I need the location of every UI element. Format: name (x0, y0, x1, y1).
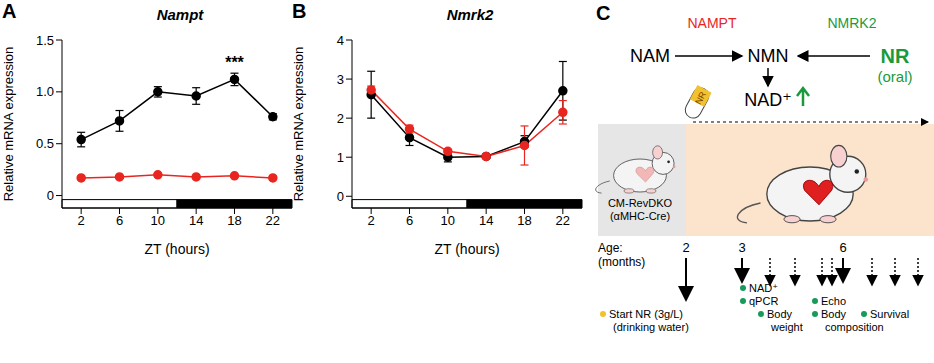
svg-text:***: *** (225, 54, 244, 71)
svg-text:CM-RevDKO: CM-RevDKO (608, 197, 673, 209)
svg-text:6: 6 (839, 240, 846, 255)
svg-text:6: 6 (406, 213, 413, 228)
svg-text:Age:: Age: (598, 241, 623, 255)
svg-text:18: 18 (227, 213, 241, 228)
svg-text:ZT (hours): ZT (hours) (434, 241, 499, 257)
svg-text:(months): (months) (598, 255, 645, 269)
svg-text:4: 4 (337, 33, 344, 48)
svg-text:NAD⁺: NAD⁺ (749, 282, 778, 294)
svg-text:2: 2 (78, 213, 85, 228)
svg-text:18: 18 (517, 213, 531, 228)
svg-text:Survival: Survival (870, 308, 909, 320)
html-text:B: B (292, 0, 307, 22)
svg-text:14: 14 (479, 213, 493, 228)
svg-text:Body: Body (767, 308, 793, 320)
svg-text:Relative mRNA expression: Relative mRNA expression (291, 47, 306, 202)
svg-text:1.0: 1.0 (36, 84, 54, 99)
svg-text:Echo: Echo (821, 295, 846, 307)
svg-text:3: 3 (337, 72, 344, 87)
svg-text:ZT (hours): ZT (hours) (144, 241, 209, 257)
svg-text:NMN: NMN (748, 46, 789, 66)
svg-text:2: 2 (368, 213, 375, 228)
svg-text:10: 10 (151, 213, 165, 228)
svg-text:(oral): (oral) (877, 68, 912, 85)
svg-text:1.5: 1.5 (36, 33, 54, 48)
svg-text:3: 3 (738, 240, 745, 255)
svg-text:NR: NR (693, 90, 708, 107)
svg-text:NMRK2: NMRK2 (827, 15, 876, 31)
svg-text:6: 6 (116, 213, 123, 228)
svg-text:0: 0 (47, 188, 54, 203)
svg-text:NAM: NAM (630, 46, 670, 66)
html-text:Nampt: Nampt (156, 6, 204, 23)
svg-text:2: 2 (682, 240, 689, 255)
svg-text:NAMPT: NAMPT (688, 15, 737, 31)
svg-text:Relative mRNA expression: Relative mRNA expression (1, 47, 16, 202)
svg-text:22: 22 (556, 213, 570, 228)
svg-text:C: C (596, 2, 610, 24)
svg-text:22: 22 (266, 213, 280, 228)
svg-text:10: 10 (441, 213, 455, 228)
svg-text:2: 2 (337, 111, 344, 126)
svg-text:Start NR (3g/L): Start NR (3g/L) (609, 308, 683, 320)
svg-text:0.5: 0.5 (36, 136, 54, 151)
svg-text:qPCR: qPCR (749, 295, 778, 307)
html-text:Nmrk2: Nmrk2 (446, 6, 494, 23)
svg-text:(drinking water): (drinking water) (613, 321, 689, 333)
html-text:A: A (2, 0, 17, 22)
svg-text:0: 0 (337, 189, 344, 204)
svg-text:NAD⁺: NAD⁺ (744, 90, 792, 110)
svg-text:1: 1 (337, 150, 344, 165)
svg-text:14: 14 (189, 213, 203, 228)
svg-text:NR: NR (881, 45, 910, 67)
svg-text:(αMHC-Cre): (αMHC-Cre) (610, 210, 670, 222)
svg-text:composition: composition (825, 321, 884, 333)
svg-text:weight: weight (770, 321, 803, 333)
svg-text:Body: Body (821, 308, 847, 320)
